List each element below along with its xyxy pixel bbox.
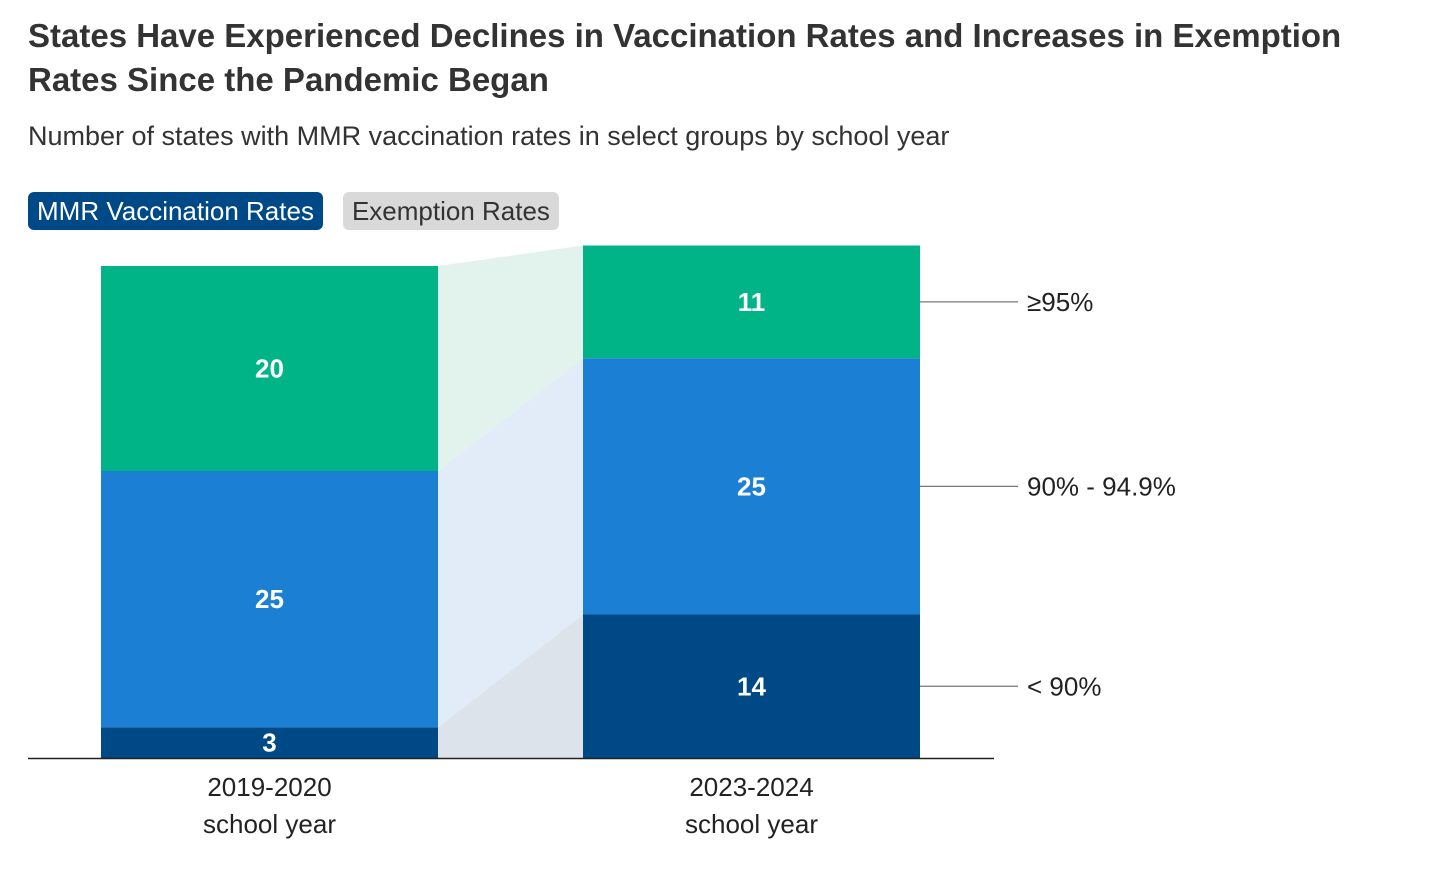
- legend-label-mid: 90% - 94.9%: [1027, 471, 1176, 501]
- legend-label-low: < 90%: [1027, 671, 1101, 701]
- connector-band-high: [438, 245, 583, 471]
- tab-exemption-rates[interactable]: Exemption Rates: [342, 192, 559, 230]
- chart-title: States Have Experienced Declines in Vacc…: [28, 17, 1342, 98]
- data-label-0-mid: 25: [255, 584, 284, 614]
- bar-0-low: [101, 727, 438, 758]
- data-label-0-low: 3: [262, 728, 276, 758]
- bar-1-mid: [583, 358, 920, 615]
- tab-mmr-vaccination-rates[interactable]: MMR Vaccination Rates: [28, 192, 323, 230]
- bar-1-low: [583, 614, 920, 758]
- data-label-1-high: 11: [738, 287, 766, 317]
- legend-label-high: ≥95%: [1027, 287, 1093, 317]
- tab-bar: MMR Vaccination Rates Exemption Rates: [28, 192, 559, 230]
- category-label-1-line2: school year: [685, 809, 818, 839]
- data-label-0-high: 20: [255, 354, 284, 384]
- category-label-0-line2: school year: [203, 809, 336, 839]
- bar-0-high: [101, 266, 438, 471]
- bar-0-mid: [101, 471, 438, 728]
- data-label-1-low: 14: [737, 671, 766, 701]
- connector-band-mid: [438, 358, 583, 728]
- category-label-0-line1: 2019-2020: [207, 772, 331, 802]
- category-label-1-line1: 2023-2024: [689, 772, 813, 802]
- connector-band-low: [438, 614, 583, 758]
- bar-1-high: [583, 245, 920, 359]
- data-label-1-mid: 25: [737, 471, 766, 501]
- chart-subtitle: Number of states with MMR vaccination ra…: [28, 121, 950, 151]
